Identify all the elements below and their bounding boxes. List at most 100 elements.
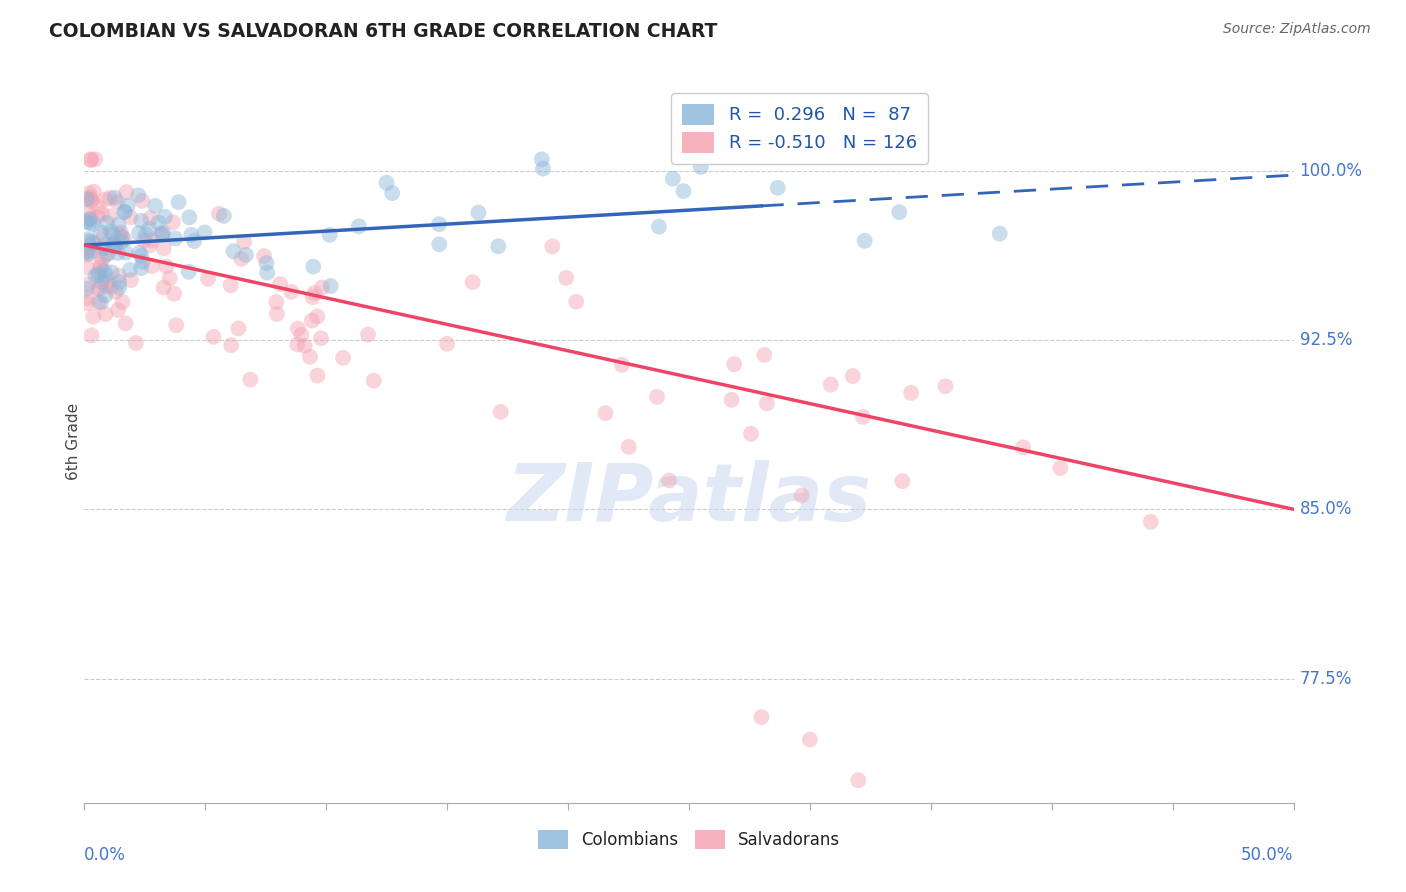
Point — [222, 244, 245, 259]
Point — [467, 205, 489, 219]
Point — [120, 211, 142, 225]
Point — [141, 234, 163, 248]
Point — [347, 219, 370, 234]
Point — [79, 212, 101, 227]
Point — [461, 275, 484, 289]
Point — [84, 239, 107, 253]
Point — [165, 318, 187, 333]
Point — [202, 330, 225, 344]
Point — [120, 273, 142, 287]
Point — [107, 303, 129, 318]
Point — [111, 230, 134, 244]
Point — [662, 171, 685, 186]
Point — [266, 307, 288, 321]
Point — [648, 219, 671, 234]
Point — [82, 235, 104, 250]
Point — [790, 489, 813, 503]
Point — [720, 392, 742, 407]
Point — [135, 227, 157, 242]
Point — [93, 241, 115, 255]
Point — [280, 285, 302, 299]
Point — [84, 268, 107, 283]
Legend: Colombians, Salvadorans: Colombians, Salvadorans — [531, 823, 846, 856]
Point — [79, 153, 101, 167]
Point — [159, 271, 181, 285]
Point — [150, 227, 173, 241]
Text: 100.0%: 100.0% — [1299, 161, 1362, 179]
Point — [138, 222, 160, 236]
Point — [87, 266, 110, 280]
Point — [148, 216, 170, 230]
Point — [114, 232, 136, 246]
Point — [287, 321, 309, 335]
Point — [689, 160, 711, 174]
Point — [79, 190, 101, 204]
Point — [139, 211, 162, 226]
Point — [319, 279, 342, 293]
Point — [301, 290, 323, 304]
Point — [645, 390, 668, 404]
Point — [97, 246, 120, 260]
Point — [89, 258, 111, 272]
Point — [436, 336, 458, 351]
Point — [94, 268, 117, 282]
Point — [83, 185, 105, 199]
Point — [318, 227, 340, 242]
Point — [541, 239, 564, 253]
Point — [82, 235, 104, 249]
Point — [80, 153, 103, 167]
Point — [138, 238, 160, 252]
Point — [111, 295, 134, 310]
Point — [179, 211, 201, 225]
Point — [298, 350, 321, 364]
Point — [889, 205, 911, 219]
Point — [307, 368, 329, 383]
Point — [76, 291, 98, 305]
Point — [846, 773, 869, 788]
Point — [307, 310, 329, 324]
Point — [231, 252, 253, 266]
Point — [90, 295, 112, 310]
Point — [100, 224, 122, 238]
Point — [76, 296, 98, 310]
Point — [610, 358, 633, 372]
Point — [900, 385, 922, 400]
Point — [180, 227, 202, 242]
Point — [94, 192, 117, 206]
Point — [197, 271, 219, 285]
Point — [77, 277, 100, 292]
Point — [104, 238, 127, 252]
Point — [269, 277, 291, 291]
Point — [363, 374, 385, 388]
Point — [76, 244, 98, 259]
Point — [163, 286, 186, 301]
Point — [235, 248, 257, 262]
Point — [93, 229, 115, 244]
Point — [97, 275, 120, 289]
Point — [87, 295, 110, 310]
Text: 77.5%: 77.5% — [1299, 670, 1353, 688]
Point — [104, 191, 127, 205]
Point — [381, 186, 404, 200]
Point — [155, 260, 177, 274]
Point — [617, 440, 640, 454]
Point — [128, 227, 150, 241]
Point — [332, 351, 354, 365]
Point — [114, 317, 136, 331]
Point — [301, 313, 323, 327]
Point — [115, 185, 138, 199]
Text: 50.0%: 50.0% — [1241, 847, 1294, 864]
Point — [375, 176, 398, 190]
Point — [76, 282, 98, 296]
Point — [131, 249, 153, 263]
Point — [1012, 441, 1035, 455]
Point — [77, 216, 100, 230]
Point — [311, 280, 333, 294]
Point — [105, 195, 128, 210]
Point — [658, 474, 681, 488]
Point — [852, 409, 875, 424]
Point — [152, 242, 174, 256]
Point — [304, 286, 326, 301]
Point — [486, 239, 509, 253]
Point — [108, 281, 131, 295]
